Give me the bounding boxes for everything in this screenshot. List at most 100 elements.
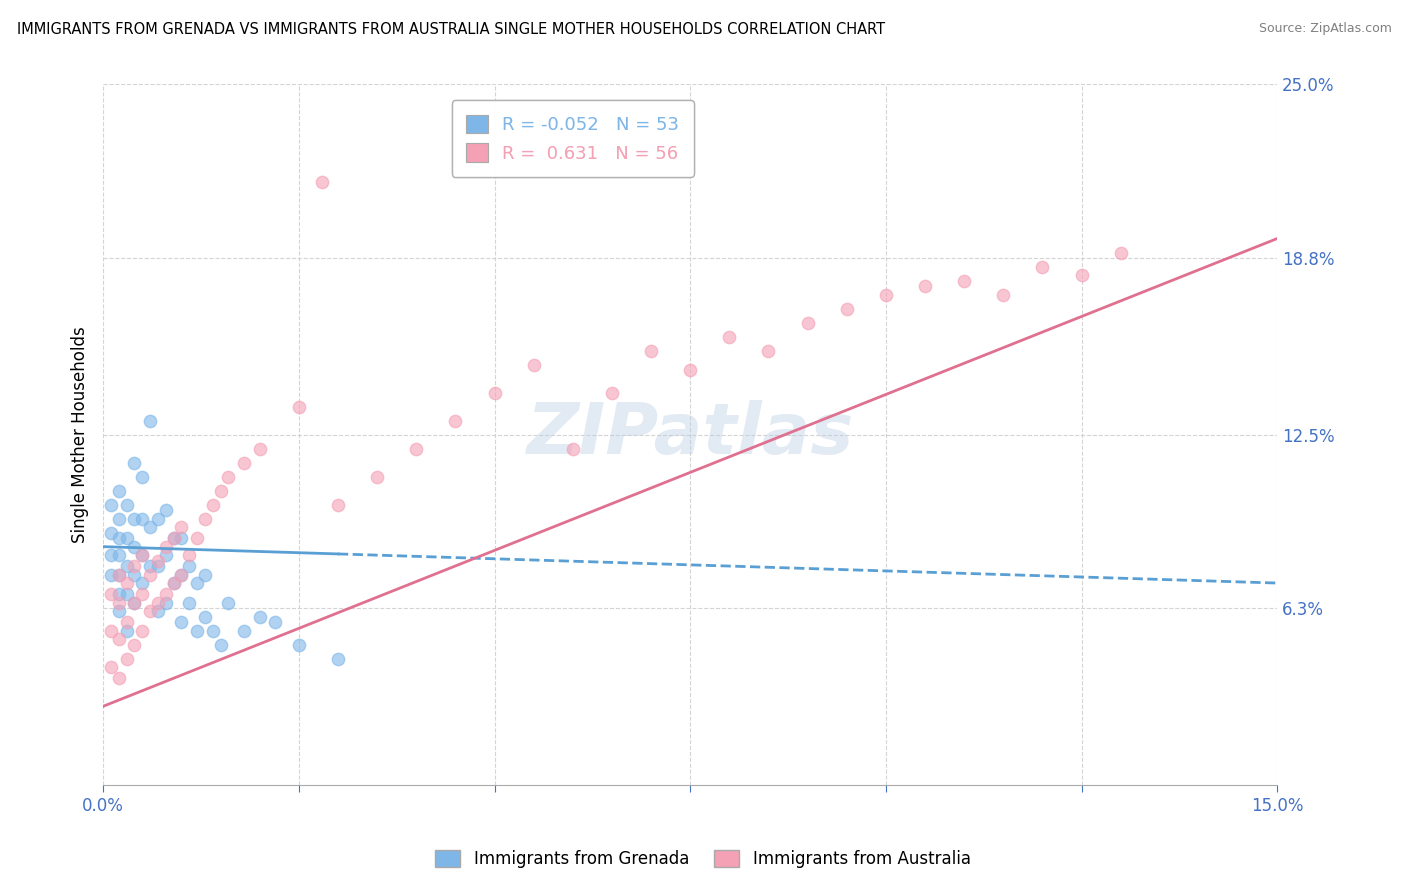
Point (115, 615, 138, 630)
Point (1070, 268, 1092, 282)
Point (107, 567, 129, 582)
Point (561, 442, 583, 456)
Point (186, 624, 208, 638)
Point (124, 567, 146, 582)
Point (124, 638, 146, 652)
Point (107, 604, 129, 618)
Point (600, 385, 623, 400)
Point (217, 469, 239, 483)
Point (162, 531, 184, 545)
Point (444, 414, 467, 428)
Point (107, 632, 129, 646)
Point (100, 587, 122, 601)
Point (249, 609, 271, 624)
Point (131, 469, 153, 483)
Point (139, 567, 162, 582)
Point (155, 596, 177, 610)
Point (146, 596, 169, 610)
Point (124, 456, 146, 470)
Point (194, 511, 217, 525)
Y-axis label: Single Mother Households: Single Mother Households (72, 326, 89, 543)
Point (718, 329, 741, 343)
Point (758, 343, 780, 358)
Point (115, 498, 138, 512)
Point (170, 531, 193, 545)
Point (100, 624, 122, 638)
Point (679, 363, 702, 377)
Point (107, 531, 129, 545)
Point (1109, 245, 1132, 260)
Legend: Immigrants from Grenada, Immigrants from Australia: Immigrants from Grenada, Immigrants from… (429, 843, 977, 875)
Point (131, 511, 153, 525)
Point (124, 559, 146, 574)
Text: IMMIGRANTS FROM GRENADA VS IMMIGRANTS FROM AUSTRALIA SINGLE MOTHER HOUSEHOLDS CO: IMMIGRANTS FROM GRENADA VS IMMIGRANTS FR… (17, 22, 884, 37)
Point (209, 638, 232, 652)
Point (139, 414, 162, 428)
Point (115, 587, 138, 601)
Point (155, 587, 177, 601)
Point (115, 559, 138, 574)
Point (131, 548, 153, 562)
Point (233, 456, 256, 470)
Point (233, 624, 256, 638)
Text: ZIPatlas: ZIPatlas (526, 401, 853, 469)
Point (835, 301, 858, 316)
Point (366, 469, 388, 483)
Point (131, 624, 153, 638)
Legend: R = -0.052   N = 53, R =  0.631   N = 56: R = -0.052 N = 53, R = 0.631 N = 56 (451, 101, 693, 178)
Point (124, 596, 146, 610)
Point (875, 287, 897, 301)
Point (155, 503, 177, 517)
Point (170, 567, 193, 582)
Point (100, 660, 122, 674)
Point (186, 531, 208, 545)
Point (139, 604, 162, 618)
Point (107, 671, 129, 685)
Point (405, 442, 427, 456)
Point (100, 548, 122, 562)
Point (523, 358, 546, 372)
Point (115, 531, 138, 545)
Point (107, 567, 129, 582)
Point (107, 483, 129, 498)
Text: Source: ZipAtlas.com: Source: ZipAtlas.com (1258, 22, 1392, 36)
Point (107, 511, 129, 525)
Point (179, 548, 201, 562)
Point (162, 531, 184, 545)
Point (179, 559, 201, 574)
Point (155, 540, 177, 554)
Point (131, 576, 153, 591)
Point (170, 567, 193, 582)
Point (146, 559, 169, 574)
Point (179, 596, 201, 610)
Point (139, 559, 162, 574)
Point (124, 540, 146, 554)
Point (194, 567, 217, 582)
Point (796, 316, 818, 330)
Point (100, 498, 122, 512)
Point (186, 576, 208, 591)
Point (131, 587, 153, 601)
Point (326, 651, 349, 665)
Point (170, 520, 193, 534)
Point (139, 520, 162, 534)
Point (162, 576, 184, 591)
Point (1031, 260, 1053, 274)
Point (484, 385, 506, 400)
Point (288, 638, 311, 652)
Point (131, 548, 153, 562)
Point (249, 442, 271, 456)
Point (194, 609, 217, 624)
Point (146, 554, 169, 568)
Point (146, 604, 169, 618)
Point (311, 176, 333, 190)
Point (326, 498, 349, 512)
Point (115, 651, 138, 665)
Point (115, 576, 138, 591)
Point (201, 498, 224, 512)
Point (264, 615, 287, 630)
Point (124, 596, 146, 610)
Point (209, 483, 232, 498)
Point (155, 548, 177, 562)
Point (107, 596, 129, 610)
